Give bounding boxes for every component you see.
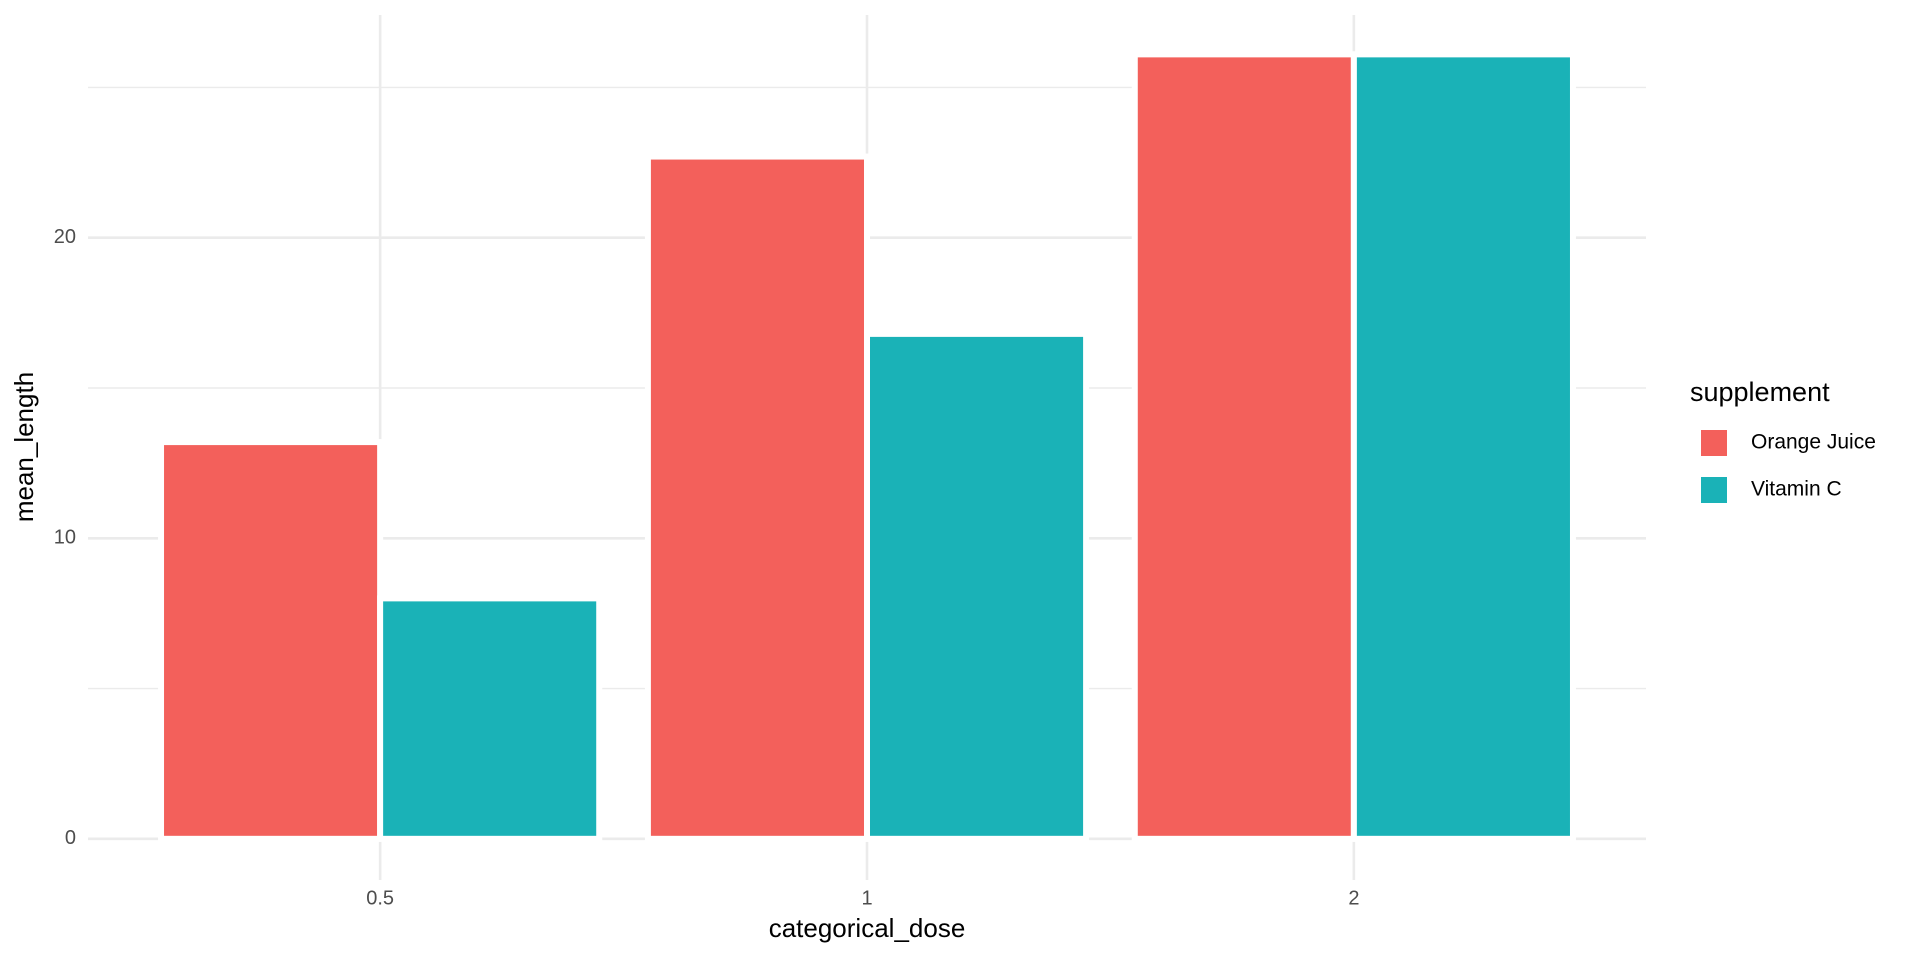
x-axis-title: categorical_dose (769, 913, 966, 943)
bar (644, 153, 870, 842)
x-tick-label: 1 (861, 887, 872, 909)
y-tick-label: 0 (65, 827, 76, 849)
y-tick-label: 10 (54, 527, 76, 549)
legend-label: Vitamin C (1751, 478, 1842, 501)
y-axis-title: mean_length (9, 372, 39, 522)
legend-label: Orange Juice (1751, 431, 1876, 454)
bar (158, 439, 384, 842)
bar (864, 330, 1090, 842)
bar (1131, 51, 1357, 842)
legend-key (1701, 477, 1727, 503)
legend-key (1701, 430, 1727, 456)
x-tick-label: 0.5 (366, 887, 394, 909)
bar (1350, 51, 1576, 842)
x-tick-label: 2 (1348, 887, 1359, 909)
y-tick-label: 20 (54, 226, 76, 248)
bar (377, 595, 603, 842)
legend-title: supplement (1690, 377, 1830, 407)
